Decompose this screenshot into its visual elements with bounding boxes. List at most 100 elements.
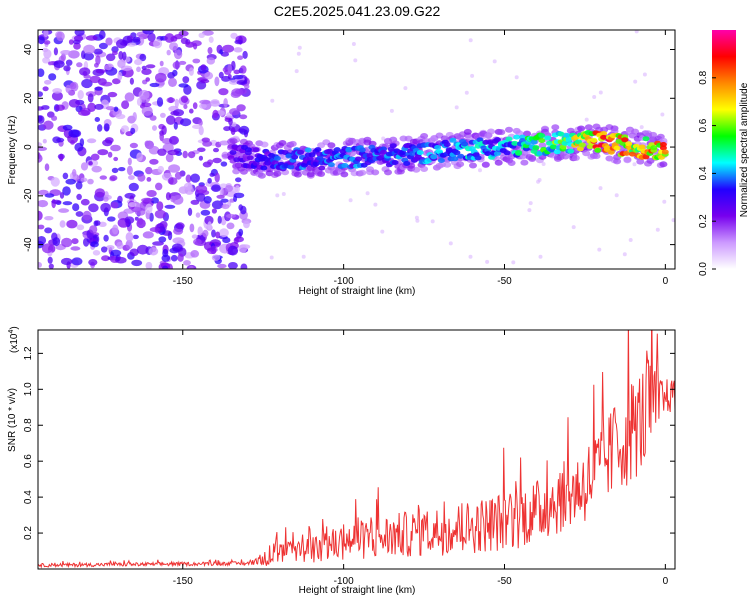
- ridge-blob: [327, 162, 335, 168]
- noise-speckle: [225, 185, 233, 192]
- noise-speckle: [76, 193, 82, 200]
- colorbar-tick-label: 0.0: [698, 262, 709, 276]
- noise-speckle: [634, 30, 639, 34]
- ridge-blob: [503, 150, 511, 156]
- noise-speckle: [200, 209, 211, 216]
- noise-speckle: [514, 75, 519, 80]
- noise-speckle: [178, 60, 187, 65]
- ridge-blob: [244, 150, 252, 156]
- ridge-halo: [610, 128, 619, 135]
- noise-speckle: [175, 222, 185, 230]
- ridge-blob: [553, 149, 561, 155]
- noise-speckle: [173, 121, 178, 130]
- noise-speckle: [136, 97, 142, 106]
- noise-speckle: [147, 32, 156, 42]
- noise-speckle: [230, 127, 236, 135]
- ridge-halo: [636, 158, 645, 165]
- spectrogram-y-tick-label: 40: [23, 44, 34, 56]
- noise-speckle: [214, 76, 220, 87]
- noise-speckle: [168, 77, 177, 87]
- noise-speckle: [127, 42, 137, 47]
- noise-speckle: [468, 254, 473, 259]
- spectrogram-x-ticks: -150 -100 -50 0: [173, 30, 669, 287]
- ridge-blob: [391, 160, 399, 165]
- snr-x-axis-label: Height of straight line (km): [299, 585, 416, 596]
- noise-speckle: [43, 120, 54, 130]
- noise-speckle: [195, 212, 201, 218]
- noise-speckle: [42, 138, 47, 144]
- noise-speckle: [195, 192, 206, 202]
- noise-speckle: [296, 51, 301, 56]
- noise-speckle: [226, 213, 236, 219]
- noise-speckle: [193, 42, 198, 50]
- noise-speckle: [242, 50, 248, 59]
- noise-speckle: [235, 88, 247, 95]
- noise-speckle: [103, 196, 109, 202]
- noise-speckle: [190, 250, 199, 258]
- noise-speckle: [101, 81, 113, 87]
- noise-speckle: [164, 33, 175, 43]
- noise-speckle: [148, 145, 160, 155]
- ridge-blob: [511, 140, 519, 146]
- noise-speckle: [86, 138, 97, 144]
- noise-speckle: [103, 123, 110, 132]
- noise-speckle: [52, 237, 61, 247]
- noise-speckle: [239, 65, 247, 74]
- colorbar-gradient: [712, 30, 736, 269]
- noise-speckle: [210, 245, 217, 255]
- noise-speckle: [168, 164, 181, 173]
- noise-speckle: [212, 157, 222, 164]
- ridge-halo: [538, 142, 547, 149]
- noise-speckle: [60, 257, 73, 266]
- noise-speckle: [373, 202, 378, 207]
- noise-speckle: [98, 221, 107, 227]
- noise-speckle: [198, 119, 203, 127]
- noise-speckle: [235, 177, 242, 183]
- noise-speckle: [72, 203, 80, 212]
- noise-speckle: [470, 73, 475, 78]
- ridge-blob: [549, 144, 557, 150]
- noise-speckle: [136, 66, 141, 73]
- ridge-blob: [461, 141, 469, 147]
- colorbar: 0.0 0.2 0.4 0.6 0.8 Normalized spectral ampl…: [698, 30, 750, 276]
- noise-speckle: [200, 64, 207, 71]
- noise-speckle: [212, 109, 219, 119]
- noise-speckle: [130, 127, 136, 135]
- spectrogram-y-tick-label: -20: [23, 188, 34, 203]
- noise-speckle: [75, 181, 83, 190]
- noise-speckle: [127, 157, 132, 166]
- noise-speckle: [94, 62, 99, 68]
- ridge-halo: [592, 153, 601, 160]
- noise-speckle: [62, 172, 69, 180]
- ridge-blob: [567, 148, 575, 154]
- noise-speckle: [127, 175, 135, 180]
- noise-speckle: [244, 84, 250, 89]
- ridge-halo: [420, 133, 429, 139]
- noise-speckle: [51, 199, 62, 204]
- noise-speckle: [166, 49, 171, 56]
- noise-speckle: [77, 90, 84, 100]
- noise-speckle: [187, 151, 196, 159]
- noise-speckle: [85, 35, 98, 41]
- ridge-blob: [625, 141, 633, 147]
- noise-speckle: [149, 115, 157, 121]
- noise-speckle: [88, 259, 98, 266]
- noise-speckle: [92, 250, 101, 256]
- snr-y-tick-label: 0.4: [23, 490, 34, 504]
- noise-speckle: [622, 252, 627, 257]
- noise-speckle: [43, 40, 51, 45]
- noise-speckle: [71, 238, 79, 245]
- ridge-halo: [229, 138, 238, 145]
- noise-speckle: [162, 265, 169, 269]
- noise-speckle: [132, 112, 137, 122]
- noise-speckle: [47, 256, 53, 264]
- ridge-blob: [318, 165, 326, 171]
- ridge-blob: [594, 147, 602, 153]
- noise-speckle: [115, 256, 127, 264]
- noise-speckle: [165, 153, 174, 163]
- snr-series-line: [38, 330, 675, 569]
- noise-speckle: [129, 142, 138, 149]
- noise-speckle: [141, 102, 152, 108]
- noise-speckle: [70, 246, 81, 251]
- noise-speckle: [38, 236, 47, 245]
